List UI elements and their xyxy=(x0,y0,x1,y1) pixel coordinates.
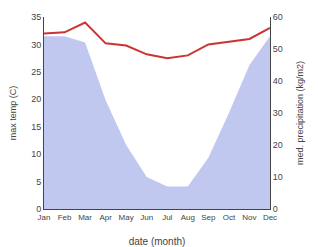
svg-text:35: 35 xyxy=(31,12,41,22)
svg-text:30: 30 xyxy=(31,40,41,50)
svg-text:Feb: Feb xyxy=(58,213,72,222)
svg-text:0: 0 xyxy=(36,204,41,214)
svg-text:date (month): date (month) xyxy=(129,236,186,247)
svg-text:Jun: Jun xyxy=(140,213,153,222)
svg-text:med. precipitation (kg/m2): med. precipitation (kg/m2) xyxy=(295,61,305,165)
svg-text:max temp (C): max temp (C) xyxy=(8,86,18,141)
svg-text:25: 25 xyxy=(31,67,41,77)
svg-text:Nov: Nov xyxy=(242,213,256,222)
svg-text:10: 10 xyxy=(273,172,283,182)
svg-text:15: 15 xyxy=(31,122,41,132)
svg-text:Aug: Aug xyxy=(181,213,195,222)
svg-text:Mar: Mar xyxy=(78,213,92,222)
svg-text:50: 50 xyxy=(273,44,283,54)
svg-text:10: 10 xyxy=(31,149,41,159)
svg-text:40: 40 xyxy=(273,76,283,86)
svg-text:30: 30 xyxy=(273,108,283,118)
svg-text:20: 20 xyxy=(273,140,283,150)
svg-text:0: 0 xyxy=(273,204,278,214)
svg-text:60: 60 xyxy=(273,12,283,22)
svg-text:Oct: Oct xyxy=(223,213,236,222)
svg-text:May: May xyxy=(119,213,134,222)
svg-text:Apr: Apr xyxy=(99,213,112,222)
svg-text:Dec: Dec xyxy=(263,213,277,222)
svg-text:5: 5 xyxy=(36,177,41,187)
svg-text:Sep: Sep xyxy=(201,213,216,222)
svg-text:Jan: Jan xyxy=(38,213,51,222)
svg-text:Jul: Jul xyxy=(162,213,172,222)
svg-text:20: 20 xyxy=(31,94,41,104)
